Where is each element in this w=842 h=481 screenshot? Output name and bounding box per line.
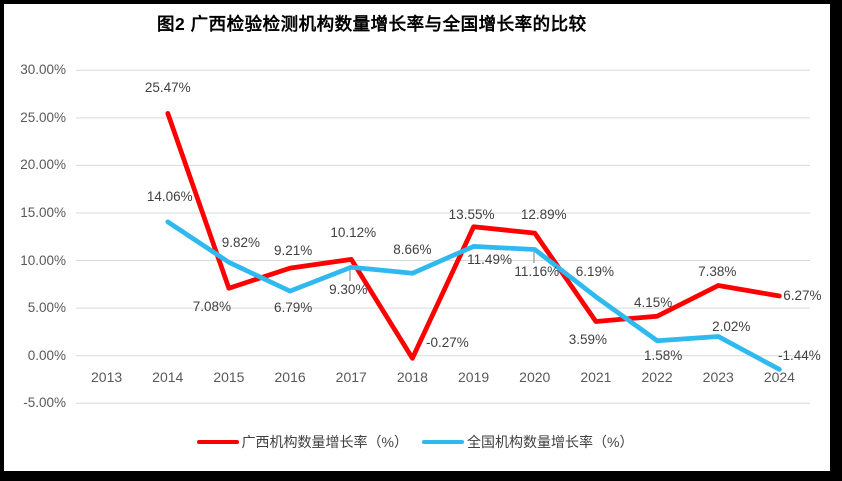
legend: 广西机构数量增长率（%） 全国机构数量增长率（%） — [0, 431, 830, 453]
legend-swatch — [422, 439, 464, 445]
data-label: 10.12% — [330, 225, 377, 241]
data-label: -1.44% — [778, 348, 821, 364]
chart-title: 图2 广西检验检测机构数量增长率与全国增长率的比较 — [157, 14, 587, 34]
x-tick-label: 2021 — [580, 369, 612, 385]
data-label: 9.82% — [221, 235, 261, 251]
x-tick-label: 2022 — [641, 369, 673, 385]
data-label: 6.27% — [783, 288, 822, 304]
y-tick-label: 30.00% — [20, 62, 66, 78]
data-label: 6.19% — [575, 263, 615, 279]
data-label: 7.38% — [698, 264, 737, 280]
frame-border-bottom — [0, 471, 842, 481]
data-label: 14.06% — [146, 188, 193, 204]
x-tick-label: 2013 — [91, 369, 123, 385]
x-tick-label: 2014 — [152, 369, 184, 385]
x-tick-label: 2017 — [335, 369, 367, 385]
data-label: 6.79% — [273, 300, 313, 316]
x-tick-label: 2015 — [213, 369, 245, 385]
data-label: 13.55% — [448, 206, 495, 222]
y-tick-label: 25.00% — [20, 109, 66, 125]
series-line-1 — [165, 219, 782, 372]
y-tick-label: 5.00% — [27, 300, 66, 316]
data-label: 25.47% — [144, 80, 191, 96]
data-label: 4.15% — [633, 295, 673, 311]
legend-swatch — [196, 439, 239, 445]
x-tick-label: 2019 — [458, 369, 490, 385]
x-tick-label: 2020 — [519, 369, 551, 385]
data-label: 12.89% — [520, 207, 567, 223]
data-label: 7.08% — [192, 299, 232, 315]
x-tick-label: 2016 — [274, 369, 306, 385]
legend-label: 全国机构数量增长率（%） — [467, 434, 634, 450]
data-label: 8.66% — [393, 242, 432, 258]
data-label: 9.30% — [329, 282, 368, 298]
x-tick-label: 2024 — [763, 369, 795, 385]
x-tick-label: 2018 — [396, 369, 428, 385]
data-label: 3.59% — [568, 331, 608, 347]
data-label: 11.49% — [467, 252, 512, 268]
data-label: 9.21% — [273, 243, 313, 259]
frame-border-left — [0, 0, 4, 481]
y-tick-label: 20.00% — [20, 157, 66, 173]
data-label: -0.27% — [426, 335, 469, 351]
legend-item-1: 全国机构数量增长率（%） — [422, 432, 633, 452]
frame-border-top — [0, 0, 842, 4]
frame-border-right — [830, 0, 842, 481]
y-tick-label: 15.00% — [20, 204, 66, 220]
data-label: 2.02% — [712, 319, 751, 335]
y-tick-label: -5.00% — [23, 395, 66, 411]
y-tick-label: 10.00% — [20, 252, 66, 268]
x-tick-label: 2023 — [702, 369, 734, 385]
data-label: 1.58% — [643, 347, 683, 363]
data-label: 11.16% — [514, 263, 560, 279]
y-tick-label: 0.00% — [27, 347, 66, 363]
legend-item-0: 广西机构数量增长率（%） — [196, 432, 408, 452]
series-line-0 — [165, 111, 782, 361]
legend-label: 广西机构数量增长率（%） — [241, 434, 408, 450]
